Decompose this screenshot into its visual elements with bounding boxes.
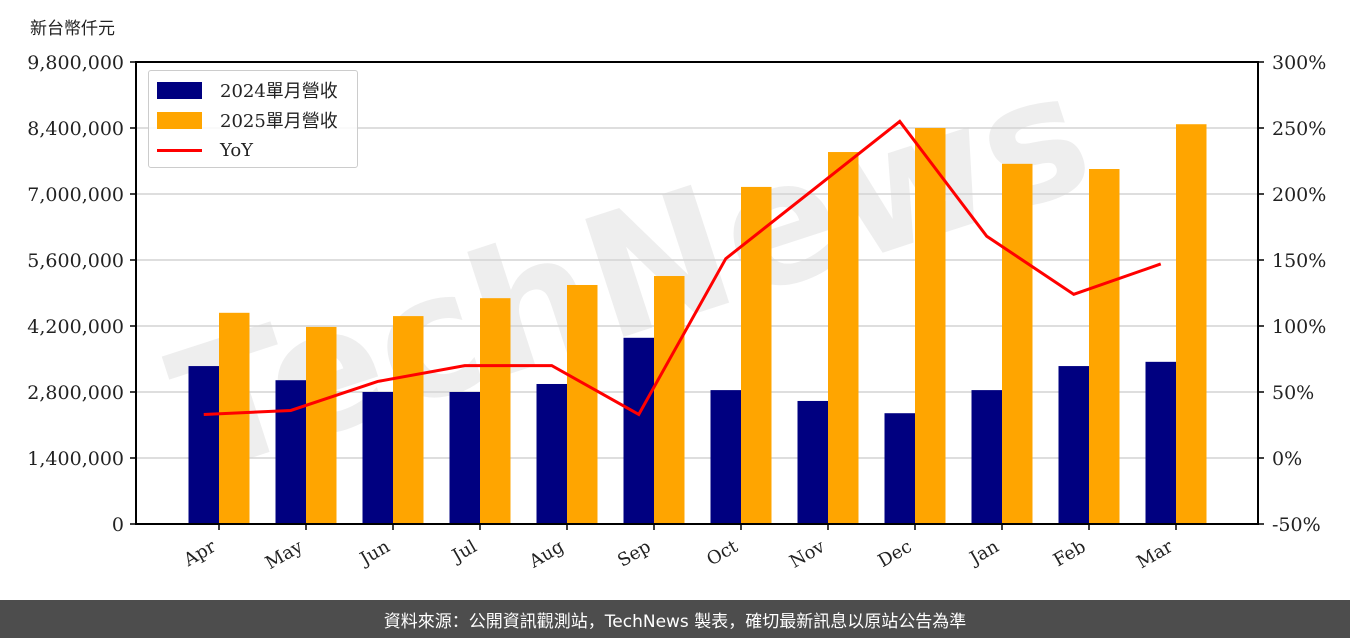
legend-swatch-2024: [157, 81, 202, 99]
bar-2025-jul: [480, 298, 511, 524]
bar-2025-apr: [219, 312, 250, 524]
right-tick-label: 100%: [1272, 316, 1326, 338]
legend-label-2025: 2025單月營收: [220, 111, 338, 132]
bar-2024-dec: [884, 413, 915, 524]
x-tick-label-oct: Oct: [703, 536, 742, 571]
x-tick-label-aug: Aug: [525, 536, 568, 573]
bar-2025-dec: [915, 128, 946, 524]
x-tick-label-jan: Jan: [965, 536, 1003, 570]
right-tick-label: 150%: [1272, 250, 1326, 272]
x-tick-label-feb: Feb: [1050, 536, 1090, 571]
bar-2025-aug: [567, 284, 598, 524]
legend-item-2025: 2025單月營收: [157, 109, 338, 132]
right-tick-label: 200%: [1272, 184, 1326, 206]
right-tick-label: 50%: [1272, 382, 1314, 404]
y-axis-unit-label: 新台幣仟元: [30, 19, 115, 39]
x-tick-label-may: May: [262, 536, 307, 574]
revenue-chart: TechNews 01,400,0002,800,0004,200,0005,6…: [27, 33, 1326, 574]
left-tick-label: 4,200,000: [27, 316, 124, 338]
bar-2025-jan: [1002, 163, 1033, 525]
left-tick-label: 5,600,000: [27, 250, 124, 272]
x-tick-label-apr: Apr: [179, 536, 219, 571]
left-tick-label: 8,400,000: [27, 118, 124, 140]
bar-2024-jan: [971, 390, 1002, 524]
source-footer: 資料來源：公開資訊觀測站，TechNews 製表，確切最新訊息以原站公告為準: [0, 600, 1350, 638]
x-tick-label-jul: Jul: [447, 536, 481, 568]
yoy-line-series: [203, 119, 1162, 417]
left-tick-label: 7,000,000: [27, 184, 124, 206]
left-tick-label: 2,800,000: [27, 382, 124, 404]
bar-2025-sep: [654, 276, 685, 524]
yoy-line: [203, 119, 1162, 417]
left-tick-label: 1,400,000: [27, 448, 124, 470]
bar-2025-nov: [828, 152, 859, 525]
bar-2024-oct: [710, 390, 741, 524]
legend-item-2024: 2024單月營收: [157, 79, 338, 102]
right-tick-label: 300%: [1272, 52, 1326, 74]
bar-series: [188, 124, 1207, 525]
bar-2024-aug: [536, 383, 567, 524]
legend-label-2024: 2024單月營收: [220, 81, 338, 102]
right-tick-label: -50%: [1272, 514, 1321, 536]
left-tick-label: 9,800,000: [27, 52, 124, 74]
right-tick-label: 0%: [1272, 448, 1302, 470]
bar-2025-may: [306, 326, 337, 524]
bar-2025-jun: [393, 316, 424, 524]
source-text: 資料來源：公開資訊觀測站，TechNews 製表，確切最新訊息以原站公告為準: [383, 611, 967, 632]
legend-swatch-2025: [157, 111, 202, 129]
x-tick-label-jun: Jun: [355, 536, 394, 571]
legend-label-yoy: YoY: [220, 139, 254, 161]
x-tick-label-sep: Sep: [614, 536, 654, 571]
right-tick-label: 250%: [1272, 118, 1326, 140]
bar-2024-apr: [188, 366, 219, 524]
bar-2024-nov: [797, 400, 828, 524]
bar-2025-mar: [1176, 124, 1207, 524]
left-tick-label: 0: [112, 514, 124, 536]
chart-legend: 2024單月營收 2025單月營收 YoY: [148, 70, 358, 168]
bar-2024-sep: [623, 337, 654, 524]
x-tick-label-dec: Dec: [875, 536, 916, 572]
x-tick-label-nov: Nov: [786, 536, 829, 573]
bar-2024-mar: [1145, 361, 1176, 524]
bar-2024-jul: [449, 392, 480, 524]
bar-2024-jun: [362, 392, 393, 524]
x-tick-label-mar: Mar: [1133, 536, 1177, 573]
bar-2024-may: [275, 380, 306, 524]
bar-2025-oct: [741, 186, 772, 524]
bar-2025-feb: [1089, 169, 1120, 524]
legend-item-yoy: YoY: [157, 139, 253, 161]
bar-2024-feb: [1058, 366, 1089, 524]
plot-frame: [135, 61, 1259, 525]
legend-line-yoy: [157, 148, 202, 152]
